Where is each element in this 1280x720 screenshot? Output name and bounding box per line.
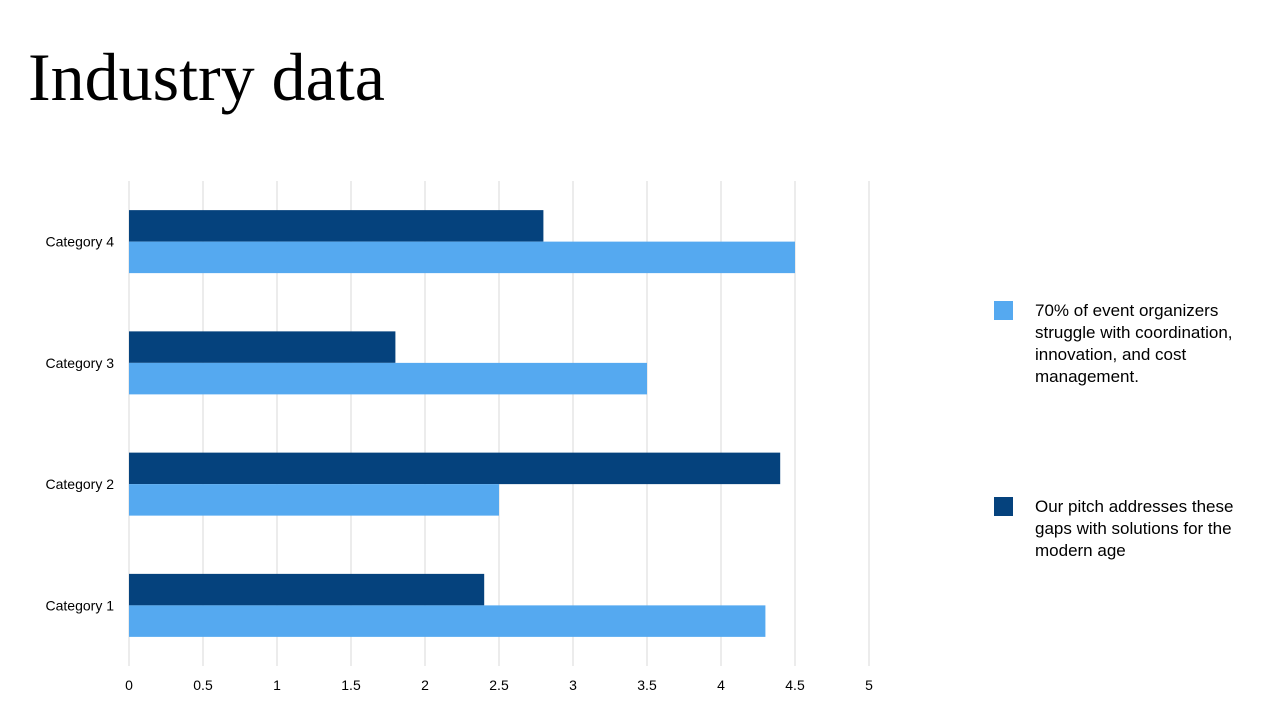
- bar-category-2-series-2: [129, 452, 781, 485]
- bar-category-1-series-2: [129, 573, 485, 606]
- bar-category-3-series-1: [129, 362, 647, 395]
- x-tick-label: 0.5: [193, 677, 213, 693]
- y-category-label: Category 1: [46, 597, 115, 613]
- bar-category-4-series-2: [129, 210, 544, 242]
- bar-category-1-series-1: [129, 605, 766, 637]
- x-tick-label: 1.5: [341, 677, 361, 693]
- bar-category-4-series-1: [129, 241, 795, 274]
- slide-title: Industry data: [28, 39, 385, 115]
- y-category-label: Category 3: [46, 355, 115, 371]
- bar-category-2-series-1: [129, 484, 499, 516]
- legend-label-series-1: 70% of event organizers struggle with co…: [1035, 301, 1233, 386]
- y-category-label: Category 4: [46, 234, 115, 250]
- legend-swatch-series-2: [994, 497, 1013, 516]
- x-tick-label: 3: [569, 677, 577, 693]
- x-tick-label: 5: [865, 677, 873, 693]
- x-tick-label: 2.5: [489, 677, 509, 693]
- x-tick-label: 1: [273, 677, 281, 693]
- legend-swatch-series-1: [994, 301, 1013, 320]
- x-tick-label: 3.5: [637, 677, 657, 693]
- y-category-label: Category 2: [46, 476, 115, 492]
- x-tick-label: 2: [421, 677, 429, 693]
- bar-category-3-series-2: [129, 331, 396, 363]
- x-tick-label: 0: [125, 677, 133, 693]
- x-tick-label: 4.5: [785, 677, 805, 693]
- legend-label-series-2: Our pitch addresses these gaps with solu…: [1035, 497, 1234, 560]
- x-tick-label: 4: [717, 677, 725, 693]
